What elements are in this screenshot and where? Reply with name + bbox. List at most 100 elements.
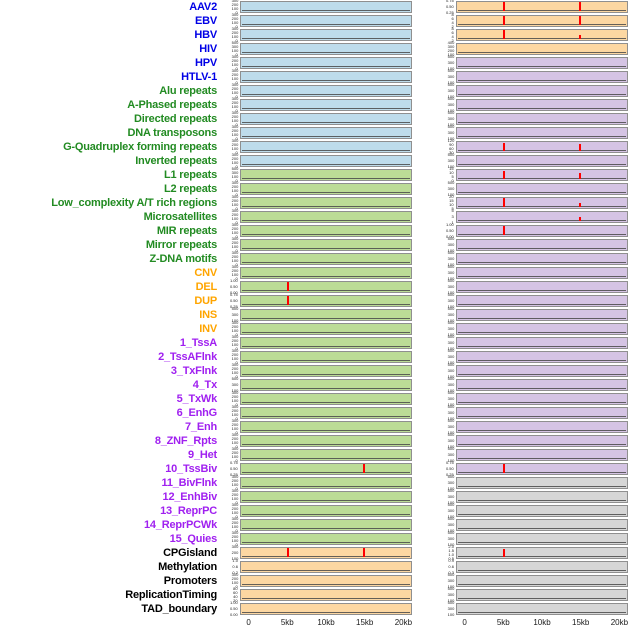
feature-label: Methylation bbox=[158, 561, 217, 573]
right-y-axis-ticks: 500 300 100 bbox=[447, 502, 454, 519]
right-signal-panel bbox=[456, 43, 628, 55]
signal-baseline-trace bbox=[458, 556, 626, 557]
signal-baseline-trace bbox=[458, 192, 626, 193]
feature-row: A-Phased repeats 300 200 100 0 500 300 100 bbox=[0, 96, 630, 113]
right-y-axis-ticks: 500 300 100 bbox=[447, 82, 454, 99]
right-y-axis-ticks: 500 300 100 bbox=[447, 376, 454, 393]
feature-row: Low_complexity A/T rich regions 300 200 10… bbox=[0, 194, 630, 211]
feature-label: 13_ReprPC bbox=[160, 505, 217, 517]
feature-row: Methylation 1.0 0.6 0.2 0.9 0.6 0.3 bbox=[0, 558, 630, 575]
right-signal-panel bbox=[456, 267, 628, 279]
signal-baseline-trace bbox=[458, 612, 626, 613]
feature-label: DEL bbox=[195, 281, 218, 293]
signal-baseline-trace bbox=[458, 304, 626, 305]
signal-baseline-trace bbox=[458, 136, 626, 137]
left-signal-panel bbox=[240, 43, 412, 55]
x-tick-label: 10kb bbox=[317, 618, 335, 627]
signal-baseline-trace bbox=[242, 304, 410, 305]
signal-baseline-trace bbox=[242, 360, 410, 361]
feature-row: Mirror repeats 300 200 100 0 500 300 100 bbox=[0, 236, 630, 253]
left-y-axis-ticks: 300 200 100 0 bbox=[231, 264, 238, 281]
left-signal-panel bbox=[240, 547, 412, 559]
right-y-axis-ticks: 500 300 100 bbox=[447, 390, 454, 407]
signal-baseline-trace bbox=[458, 402, 626, 403]
signal-baseline-trace bbox=[458, 528, 626, 529]
signal-baseline-trace bbox=[242, 458, 410, 459]
signal-baseline-trace bbox=[242, 472, 410, 473]
signal-baseline-trace bbox=[458, 388, 626, 389]
right-signal-panel bbox=[456, 505, 628, 517]
left-y-axis-ticks: 500 300 100 bbox=[231, 376, 238, 393]
right-signal-panel bbox=[456, 211, 628, 223]
right-y-axis-ticks: 500 300 100 bbox=[447, 96, 454, 113]
feature-label: Mirror repeats bbox=[145, 239, 217, 251]
right-signal-panel bbox=[456, 281, 628, 293]
right-y-axis-ticks: 500 300 100 bbox=[447, 180, 454, 197]
feature-row: TAD_boundary 1.00 0.50 0.00 500 300 100 bbox=[0, 600, 630, 617]
feature-label: HPV bbox=[194, 57, 217, 69]
feature-row: 5_TxWk 300 200 100 0 500 300 100 bbox=[0, 390, 630, 407]
right-y-axis-ticks: 1.00 0.50 0.00 bbox=[446, 222, 454, 239]
right-y-axis-ticks: 500 300 100 bbox=[447, 334, 454, 351]
signal-baseline-trace bbox=[458, 38, 626, 39]
left-y-axis-ticks: 300 200 100 0 bbox=[231, 390, 238, 407]
signal-baseline-trace bbox=[242, 584, 410, 585]
right-signal-panel bbox=[456, 141, 628, 153]
left-y-axis-ticks: 80 60 40 20 bbox=[233, 586, 238, 603]
feature-label: CNV bbox=[194, 267, 217, 279]
red-spike bbox=[579, 217, 582, 221]
right-y-axis-ticks: 0.9 0.6 0.3 bbox=[448, 558, 454, 575]
feature-row: 12_EnhBiv 300 200 100 0 500 300 100 bbox=[0, 488, 630, 505]
left-signal-panel bbox=[240, 127, 412, 139]
right-signal-panel bbox=[456, 183, 628, 195]
feature-row: Promoters 300 200 100 0 500 300 100 bbox=[0, 572, 630, 589]
left-y-axis-ticks: 300 200 100 0 bbox=[231, 110, 238, 127]
left-y-axis-ticks: 300 200 100 0 bbox=[231, 446, 238, 463]
signal-baseline-trace bbox=[242, 122, 410, 123]
signal-baseline-trace bbox=[458, 598, 626, 599]
feature-label: 14_ReprPCWk bbox=[144, 519, 217, 531]
right-y-axis-ticks: 500 300 100 bbox=[447, 572, 454, 589]
x-axis: 0 5kb 10kb 15kb 20kb 0 5kb 10kb 15kb 20kb bbox=[0, 616, 630, 630]
x-axis-left: 0 5kb 10kb 15kb 20kb bbox=[240, 616, 412, 630]
x-tick-label: 20kb bbox=[610, 618, 629, 627]
left-signal-panel bbox=[240, 99, 412, 111]
feature-label: 1_TssA bbox=[179, 337, 217, 349]
x-axis-left-pad bbox=[0, 616, 240, 630]
signal-baseline-trace bbox=[242, 598, 410, 599]
right-signal-panel bbox=[456, 71, 628, 83]
feature-label: L2 repeats bbox=[163, 183, 217, 195]
feature-row: 13_ReprPC 300 200 100 0 500 300 100 bbox=[0, 502, 630, 519]
left-signal-panel bbox=[240, 533, 412, 545]
red-spike bbox=[502, 198, 505, 207]
left-signal-panel bbox=[240, 603, 412, 615]
feature-row: INS 500 300 100 500 300 100 bbox=[0, 306, 630, 323]
right-y-axis-ticks: 500 300 100 bbox=[447, 516, 454, 533]
signal-baseline-trace bbox=[458, 234, 626, 235]
feature-label: 4_Tx bbox=[192, 379, 217, 391]
left-y-axis-ticks: 300 200 100 0 bbox=[231, 418, 238, 435]
right-y-axis-ticks: 500 300 100 bbox=[447, 68, 454, 85]
feature-row: AAV2 300 200 100 0 0.75 0.50 0.25 bbox=[0, 0, 630, 15]
right-signal-panel bbox=[456, 519, 628, 531]
feature-row: 9_Het 300 200 100 0 500 300 100 bbox=[0, 446, 630, 463]
left-y-axis-ticks: 300 200 100 0 bbox=[231, 572, 238, 589]
signal-baseline-trace bbox=[458, 262, 626, 263]
feature-label: 10_TssBiv bbox=[165, 463, 217, 475]
right-signal-panel bbox=[456, 435, 628, 447]
right-signal-panel bbox=[456, 323, 628, 335]
left-signal-panel bbox=[240, 71, 412, 83]
feature-row: 11_BivFlnk 300 200 100 0 500 300 100 bbox=[0, 474, 630, 491]
right-y-axis-ticks: 500 300 100 bbox=[447, 124, 454, 141]
feature-row: Directed repeats 300 200 100 0 500 300 100 bbox=[0, 110, 630, 127]
signal-baseline-trace bbox=[458, 248, 626, 249]
signal-baseline-trace bbox=[242, 66, 410, 67]
feature-label: Directed repeats bbox=[133, 113, 217, 125]
feature-row: L1 repeats 500 300 100 0 15 10 5 0 bbox=[0, 166, 630, 183]
feature-label: 11_BivFlnk bbox=[161, 477, 218, 489]
left-signal-panel bbox=[240, 337, 412, 349]
signal-baseline-trace bbox=[458, 332, 626, 333]
right-y-axis-ticks: 500 300 100 bbox=[447, 586, 454, 603]
signal-baseline-trace bbox=[242, 570, 410, 571]
